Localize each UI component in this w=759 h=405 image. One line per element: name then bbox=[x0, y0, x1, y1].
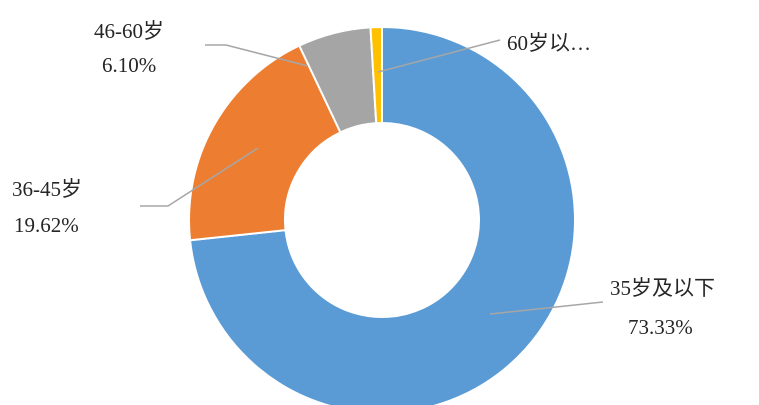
category-label-60-plus: 60岁以… bbox=[507, 31, 591, 55]
leader-line-46-60 bbox=[205, 44, 309, 67]
category-label-36-45: 36-45岁 bbox=[12, 177, 82, 201]
slice-60-plus bbox=[369, 25, 383, 125]
value-label-35-and-under: 73.33% bbox=[628, 315, 693, 339]
slice-35-and-under bbox=[188, 25, 576, 405]
category-label-35-and-under: 35岁及以下 bbox=[610, 276, 715, 300]
leader-line-60-plus bbox=[377, 39, 501, 73]
leader-line-36-45 bbox=[140, 147, 259, 207]
value-label-46-60: 6.10% bbox=[102, 53, 156, 77]
slice-36-45 bbox=[188, 44, 342, 242]
category-label-46-60: 46-60岁 bbox=[94, 19, 164, 43]
value-label-36-45: 19.62% bbox=[14, 213, 79, 237]
leader-line-35-and-under bbox=[489, 301, 604, 315]
